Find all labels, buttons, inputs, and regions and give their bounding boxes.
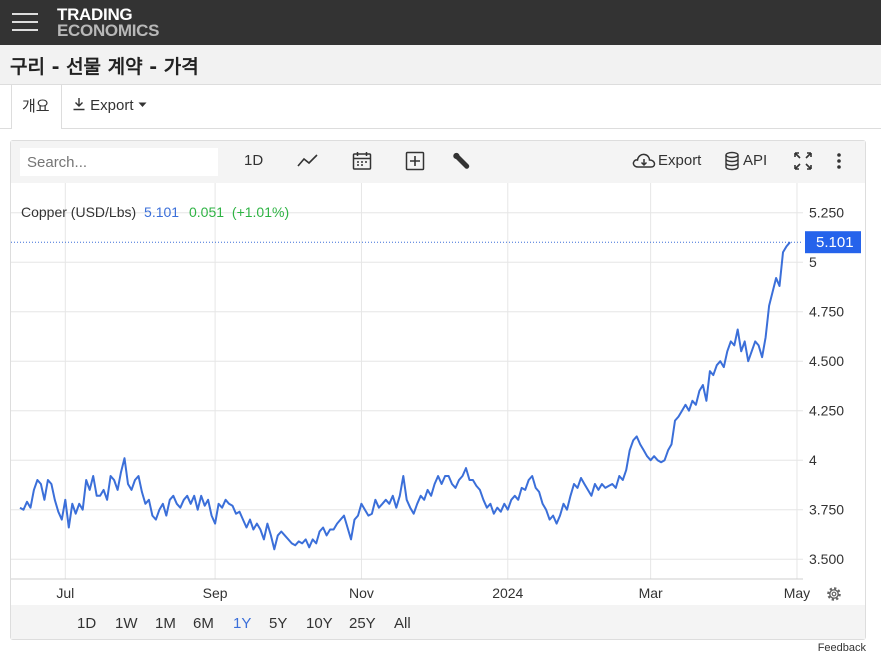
range-all[interactable]: All (394, 615, 411, 632)
feedback-link[interactable]: Feedback (817, 642, 866, 654)
interval-button[interactable]: 1D (244, 152, 264, 169)
x-tick-label: Mar (639, 585, 663, 601)
y-tick-label: 3.750 (809, 502, 844, 518)
y-tick-label: 4.250 (809, 403, 844, 419)
logo-line-1: TRADING (57, 5, 133, 24)
last-price-badge-label: 5.101 (816, 234, 854, 251)
chart-toolbar: 1D Export API (11, 141, 865, 183)
line-chart-icon[interactable] (297, 153, 319, 169)
legend-last-value: 5.101 (144, 204, 179, 220)
site-logo[interactable]: TRADING ECONOMICS (57, 5, 160, 40)
legend-series-name: Copper (USD/Lbs) (21, 204, 136, 220)
last-price-badge: 5.101 (805, 231, 861, 254)
x-tick-label: 2024 (492, 585, 523, 601)
range-1y[interactable]: 1Y (233, 615, 252, 632)
export-button[interactable]: Export (658, 152, 702, 169)
tab-overview[interactable]: 개요 (11, 85, 62, 129)
last-price-badge-bg (805, 231, 861, 254)
tab-export-label: Export (90, 97, 134, 114)
y-tick-label: 3.500 (809, 551, 844, 567)
y-tick-label: 4.750 (809, 304, 844, 320)
tab-bar: 개요 Export (0, 85, 881, 129)
cloud-download-icon[interactable] (632, 152, 656, 170)
range-25y[interactable]: 25Y (349, 615, 376, 632)
logo-line-2: ECONOMICS (57, 21, 160, 40)
x-tick-label: Nov (349, 585, 374, 601)
series-line (19, 241, 791, 551)
search-input[interactable] (20, 148, 218, 176)
top-navbar: TRADING ECONOMICS (0, 0, 881, 45)
wrench-icon[interactable] (451, 151, 471, 171)
y-tick-label: 4 (809, 452, 817, 468)
database-icon[interactable] (724, 151, 740, 171)
page-title: 구리 - 선물 계약 - 가격 (10, 56, 199, 78)
chart-legend: Copper (USD/Lbs) 5.101 0.051 (+1.01%) (21, 204, 289, 220)
range-selector: 1D 1W 1M 6M 1Y 5Y 10Y 25Y All (11, 605, 865, 639)
line-chart[interactable]: Jul Sep Nov 2024 Mar May 3.500 3.750 4 4.250 4.50… (11, 183, 865, 605)
more-options-icon[interactable] (836, 151, 842, 171)
y-tick-label: 5 (809, 254, 817, 270)
download-icon (73, 98, 85, 111)
range-1w[interactable]: 1W (115, 615, 138, 632)
chart-container: 1D Export API Jul Sep Nov 2024 Mar May 3.500 3… (10, 140, 866, 640)
range-1d[interactable]: 1D (77, 615, 97, 632)
tab-export[interactable]: Export (72, 97, 147, 114)
settings-gear-icon[interactable] (827, 587, 841, 601)
y-tick-label: 5.250 (809, 205, 844, 221)
calendar-icon[interactable] (352, 151, 372, 171)
title-bar: 구리 - 선물 계약 - 가격 (0, 45, 881, 85)
caret-down-icon (138, 102, 147, 107)
legend-change-pct: (+1.01%) (232, 204, 289, 220)
y-tick-label: 4.500 (809, 353, 844, 369)
range-6m[interactable]: 6M (193, 615, 214, 632)
range-1m[interactable]: 1M (155, 615, 176, 632)
menu-icon[interactable] (12, 11, 38, 33)
x-tick-label: Sep (203, 585, 228, 601)
x-tick-label: May (784, 585, 810, 601)
legend-change: 0.051 (189, 204, 224, 220)
range-5y[interactable]: 5Y (269, 615, 288, 632)
api-button[interactable]: API (743, 152, 768, 169)
x-tick-label: Jul (56, 585, 74, 601)
range-10y[interactable]: 10Y (306, 615, 333, 632)
add-indicator-icon[interactable] (405, 151, 425, 171)
fullscreen-icon[interactable] (793, 151, 813, 171)
